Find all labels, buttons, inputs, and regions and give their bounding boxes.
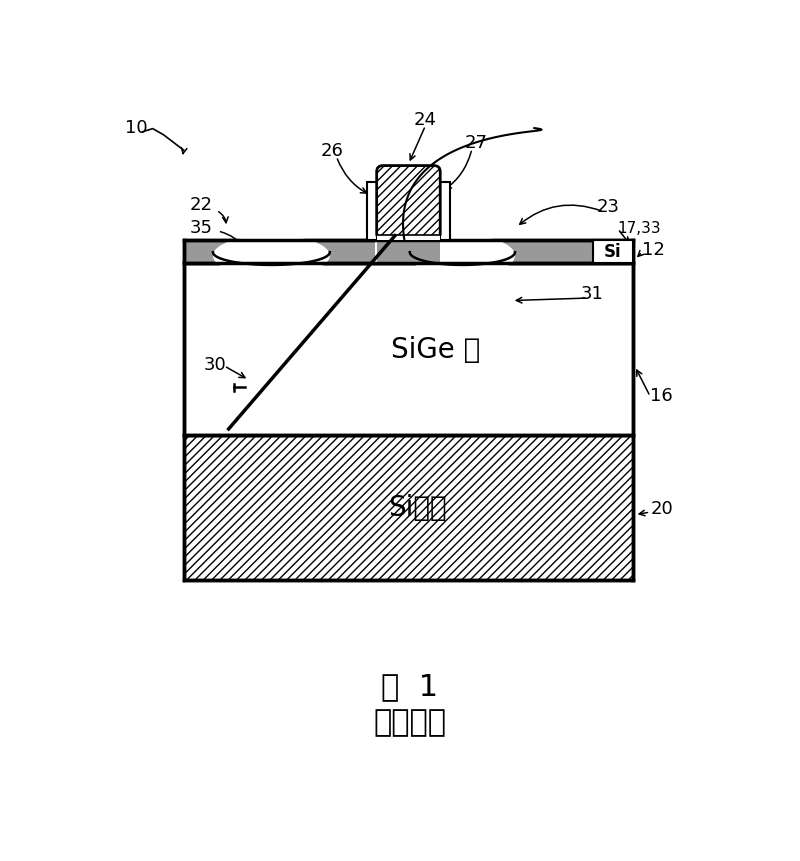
Bar — [184, 263, 634, 436]
Bar — [375, 240, 442, 263]
Text: 23: 23 — [596, 197, 619, 215]
Ellipse shape — [213, 236, 330, 277]
Text: 现有技术: 现有技术 — [374, 707, 446, 736]
Text: 12: 12 — [642, 240, 666, 258]
Bar — [440, 183, 450, 240]
Text: 20: 20 — [650, 499, 673, 517]
Ellipse shape — [410, 236, 515, 277]
Text: 24: 24 — [414, 111, 437, 129]
Bar — [377, 236, 440, 240]
Text: Si: Si — [604, 243, 622, 261]
Text: 26: 26 — [321, 142, 344, 160]
Bar — [367, 183, 377, 240]
Text: 31: 31 — [581, 284, 603, 302]
Text: SiGe 层: SiGe 层 — [390, 336, 480, 363]
Bar — [184, 436, 634, 580]
Text: 10: 10 — [125, 119, 147, 137]
Text: 16: 16 — [650, 387, 673, 405]
Text: 22: 22 — [190, 195, 212, 214]
Text: 35: 35 — [190, 219, 212, 237]
Text: 27: 27 — [464, 134, 487, 152]
Bar — [184, 240, 634, 263]
Text: 30: 30 — [203, 356, 226, 374]
Text: Si衬底: Si衬底 — [388, 494, 446, 522]
Bar — [377, 240, 440, 263]
Bar — [184, 436, 634, 580]
Text: 17,33: 17,33 — [618, 220, 662, 235]
FancyBboxPatch shape — [377, 166, 440, 240]
Bar — [593, 240, 634, 263]
Text: 图  1: 图 1 — [382, 671, 438, 700]
